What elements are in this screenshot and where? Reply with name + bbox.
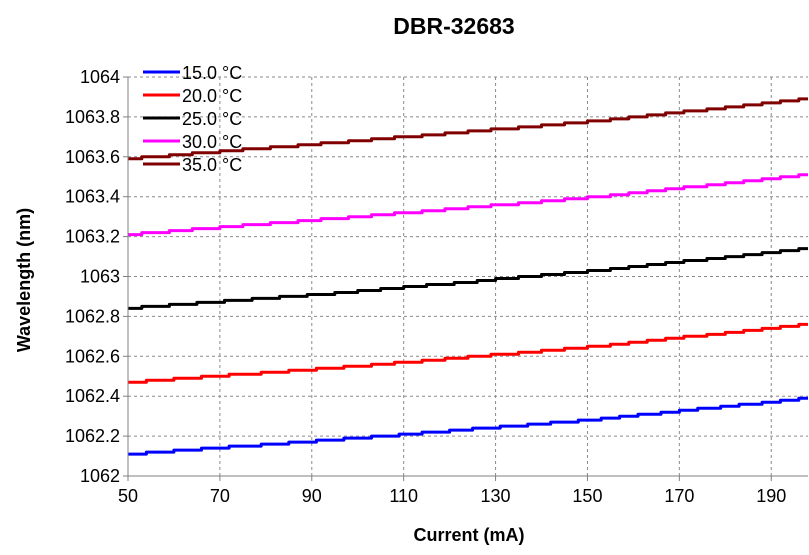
axes	[123, 76, 808, 481]
y-tick-label: 1064	[80, 67, 120, 87]
y-tick-label: 1062.2	[65, 426, 120, 446]
legend-label-3: 25.0 °C	[182, 109, 242, 129]
series-line-5	[128, 97, 808, 161]
legend: 15.0 °C 20.0 °C 25.0 °C 30.0 °C 35.0 °C	[143, 63, 242, 175]
x-tick-label: 110	[389, 486, 418, 506]
series-line-2	[128, 322, 808, 384]
y-tick-label: 1062.6	[65, 346, 120, 366]
y-tick-label: 1063.4	[65, 187, 120, 207]
legend-label-5: 35.0 °C	[182, 155, 242, 175]
series-line-3	[128, 247, 808, 310]
legend-label-1: 15.0 °C	[182, 63, 242, 83]
y-tick-label: 1063.2	[65, 227, 120, 247]
legend-label-2: 20.0 °C	[182, 86, 242, 106]
x-tick-label: 130	[481, 486, 511, 506]
x-tick-label: 50	[118, 486, 138, 506]
x-tick-label: 150	[572, 486, 602, 506]
y-tick-label: 1062.8	[65, 306, 120, 326]
x-tick-label: 70	[210, 486, 230, 506]
y-tick-label: 1063	[80, 267, 120, 287]
series-line-4	[128, 173, 808, 237]
y-axis-label: Wavelength (nm)	[14, 208, 34, 352]
tick-labels: 1062 1062.2 1062.4 1062.6 1062.8 1063 1063.2 10…	[65, 67, 786, 506]
x-axis-label: Current (mA)	[414, 525, 525, 545]
y-tick-label: 1063.6	[65, 147, 120, 167]
y-tick-label: 1062.4	[65, 386, 120, 406]
series-group	[128, 97, 808, 456]
x-tick-label: 190	[756, 486, 786, 506]
x-tick-label: 90	[302, 486, 322, 506]
y-tick-label: 1062	[80, 466, 120, 486]
chart-title: DBR-32683	[393, 13, 514, 39]
legend-label-4: 30.0 °C	[182, 132, 242, 152]
x-tick-label: 170	[664, 486, 694, 506]
y-tick-label: 1063.8	[65, 107, 120, 127]
series-line-1	[128, 396, 808, 456]
